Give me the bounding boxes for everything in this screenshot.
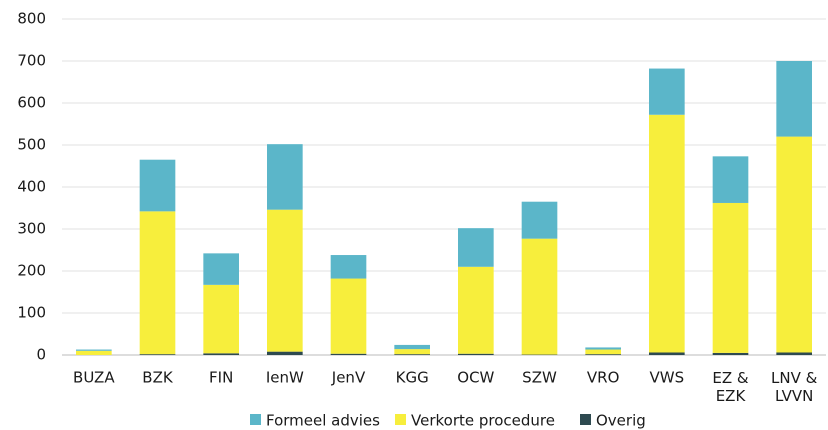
bar-segment — [76, 350, 112, 355]
x-tick-label: JenV — [331, 369, 366, 387]
bar-segment — [330, 278, 367, 354]
x-tick-label: VRO — [587, 369, 620, 387]
bar-segment — [521, 238, 558, 355]
bar-segment — [203, 284, 239, 354]
bar-segment — [330, 255, 367, 279]
bar-segment — [76, 349, 112, 351]
bar-segment — [776, 61, 812, 137]
bar-segment — [649, 352, 685, 355]
bar-segment — [585, 354, 621, 355]
bar-segment — [776, 136, 812, 353]
x-tick-label: IenW — [266, 369, 304, 387]
x-tick-label: VWS — [650, 369, 685, 387]
x-tick-label: EZ & EZK — [712, 369, 749, 405]
bar-segment — [394, 354, 430, 355]
legend-swatch — [580, 414, 591, 425]
legend-label: Formeel advies — [266, 412, 380, 430]
x-tick-label: FIN — [209, 369, 233, 387]
x-tick-label: BUZA — [73, 369, 115, 387]
bar-segment — [203, 253, 239, 285]
y-tick-label: 800 — [17, 10, 46, 28]
y-tick-label: 700 — [17, 52, 46, 70]
bar-segment — [458, 353, 494, 355]
bar-segment — [585, 347, 621, 350]
x-tick-label: OCW — [457, 369, 494, 387]
legend-label: Overig — [596, 412, 646, 430]
y-tick-label: 400 — [17, 178, 46, 196]
y-tick-label: 600 — [17, 94, 46, 112]
x-tick-label: LNV & LVVN — [771, 369, 818, 405]
y-tick-label: 0 — [36, 346, 46, 364]
bar-segment — [330, 353, 367, 355]
bar-segment — [585, 349, 621, 355]
legend-swatch — [395, 414, 406, 425]
bar-segment — [139, 354, 176, 355]
y-tick-label: 100 — [17, 304, 46, 322]
bar-segment — [203, 353, 239, 355]
legend-label: Verkorte procedure — [411, 412, 555, 430]
x-tick-label: SZW — [522, 369, 557, 387]
x-tick-label: BZK — [142, 369, 174, 387]
bar-segment — [521, 201, 558, 239]
bar-segment — [712, 352, 749, 355]
y-tick-label: 200 — [17, 262, 46, 280]
bar-segment — [776, 352, 812, 355]
bar-segment — [712, 202, 749, 353]
bar-segment — [139, 159, 176, 212]
x-tick-label: KGG — [396, 369, 429, 387]
bar-segment — [267, 209, 303, 352]
bar-segment — [394, 349, 430, 355]
bar-segment — [267, 351, 303, 355]
y-tick-label: 300 — [17, 220, 46, 238]
bar-segment — [394, 344, 430, 350]
y-tick-label: 500 — [17, 136, 46, 154]
bar-segment — [649, 114, 685, 353]
bar-segment — [139, 211, 176, 355]
bar-segment — [458, 266, 494, 354]
bar-segment — [458, 228, 494, 267]
bar-segment — [649, 68, 685, 115]
bar-segment — [712, 156, 749, 203]
bar-segment — [267, 144, 303, 210]
legend-swatch — [250, 414, 261, 425]
